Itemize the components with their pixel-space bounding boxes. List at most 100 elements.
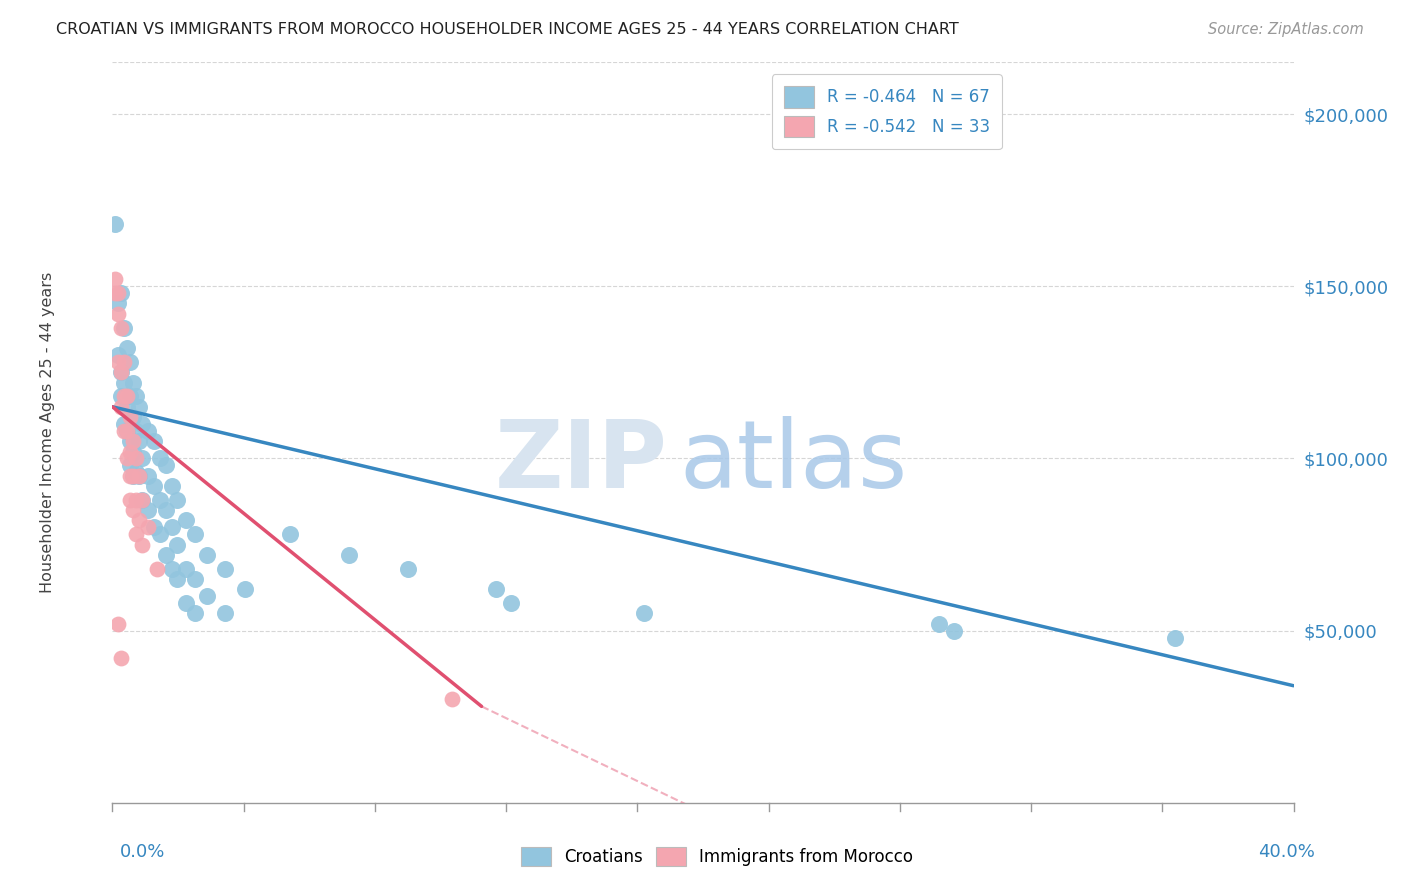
Text: atlas: atlas bbox=[679, 417, 908, 508]
Point bbox=[122, 434, 145, 449]
Point bbox=[112, 389, 135, 403]
Point bbox=[128, 400, 150, 414]
Point bbox=[110, 400, 132, 414]
Point bbox=[104, 272, 127, 286]
Text: Householder Income Ages 25 - 44 years: Householder Income Ages 25 - 44 years bbox=[39, 272, 55, 593]
Point bbox=[278, 527, 301, 541]
Point bbox=[160, 561, 183, 575]
Point bbox=[110, 389, 132, 403]
Point bbox=[117, 389, 138, 403]
Point bbox=[122, 376, 145, 390]
Point bbox=[174, 596, 197, 610]
Point bbox=[112, 320, 135, 334]
Point bbox=[128, 434, 150, 449]
Point bbox=[120, 444, 142, 458]
Point bbox=[110, 651, 132, 665]
Point bbox=[155, 503, 177, 517]
Point bbox=[117, 451, 138, 466]
Point bbox=[125, 492, 148, 507]
Point bbox=[214, 561, 236, 575]
Point bbox=[396, 561, 419, 575]
Point bbox=[110, 365, 132, 379]
Point bbox=[120, 492, 142, 507]
Point bbox=[125, 389, 148, 403]
Point bbox=[485, 582, 508, 597]
Point bbox=[142, 479, 165, 493]
Legend: Croatians, Immigrants from Morocco: Croatians, Immigrants from Morocco bbox=[515, 840, 920, 873]
Point bbox=[122, 503, 145, 517]
Point bbox=[195, 589, 218, 603]
Point bbox=[155, 458, 177, 473]
Point bbox=[942, 624, 965, 638]
Point bbox=[112, 376, 135, 390]
Point bbox=[125, 465, 148, 479]
Point bbox=[131, 492, 153, 507]
Point bbox=[117, 424, 138, 438]
Text: 40.0%: 40.0% bbox=[1258, 843, 1315, 861]
Point bbox=[184, 607, 207, 621]
Point bbox=[104, 286, 127, 301]
Point bbox=[117, 341, 138, 355]
Point bbox=[117, 424, 138, 438]
Point bbox=[122, 468, 145, 483]
Point bbox=[122, 468, 145, 483]
Point bbox=[136, 468, 159, 483]
Text: CROATIAN VS IMMIGRANTS FROM MOROCCO HOUSEHOLDER INCOME AGES 25 - 44 YEARS CORREL: CROATIAN VS IMMIGRANTS FROM MOROCCO HOUS… bbox=[56, 22, 959, 37]
Point bbox=[112, 424, 135, 438]
Point bbox=[120, 410, 142, 425]
Point bbox=[195, 548, 218, 562]
Point bbox=[122, 444, 145, 458]
Point bbox=[166, 572, 188, 586]
Point bbox=[107, 296, 129, 310]
Point bbox=[136, 424, 159, 438]
Point bbox=[128, 468, 150, 483]
Point bbox=[166, 492, 188, 507]
Point bbox=[107, 307, 129, 321]
Point bbox=[120, 458, 142, 473]
Point bbox=[146, 561, 169, 575]
Point bbox=[337, 548, 360, 562]
Point bbox=[131, 451, 153, 466]
Legend: R = -0.464   N = 67, R = -0.542   N = 33: R = -0.464 N = 67, R = -0.542 N = 33 bbox=[772, 74, 1001, 149]
Point bbox=[1164, 631, 1187, 645]
Text: ZIP: ZIP bbox=[495, 417, 668, 508]
Text: Source: ZipAtlas.com: Source: ZipAtlas.com bbox=[1208, 22, 1364, 37]
Point bbox=[928, 616, 950, 631]
Point bbox=[107, 355, 129, 369]
Point bbox=[107, 348, 129, 362]
Point bbox=[131, 417, 153, 431]
Point bbox=[104, 217, 127, 231]
Point bbox=[166, 537, 188, 551]
Point bbox=[131, 537, 153, 551]
Point bbox=[142, 434, 165, 449]
Point bbox=[160, 479, 183, 493]
Point bbox=[142, 520, 165, 534]
Point bbox=[110, 365, 132, 379]
Point bbox=[160, 520, 183, 534]
Point bbox=[112, 355, 135, 369]
Point bbox=[117, 400, 138, 414]
Point bbox=[107, 286, 129, 301]
Point bbox=[174, 561, 197, 575]
Point bbox=[125, 527, 148, 541]
Point bbox=[184, 572, 207, 586]
Point bbox=[120, 468, 142, 483]
Point bbox=[149, 492, 172, 507]
Point bbox=[112, 417, 135, 431]
Point bbox=[131, 492, 153, 507]
Point bbox=[149, 451, 172, 466]
Point bbox=[501, 596, 523, 610]
Point bbox=[174, 513, 197, 527]
Point bbox=[125, 451, 148, 466]
Point bbox=[122, 410, 145, 425]
Point bbox=[120, 355, 142, 369]
Point bbox=[110, 320, 132, 334]
Point bbox=[233, 582, 256, 597]
Point bbox=[128, 468, 150, 483]
Point bbox=[136, 520, 159, 534]
Point bbox=[155, 548, 177, 562]
Point bbox=[125, 424, 148, 438]
Point bbox=[120, 389, 142, 403]
Point bbox=[214, 607, 236, 621]
Point bbox=[149, 527, 172, 541]
